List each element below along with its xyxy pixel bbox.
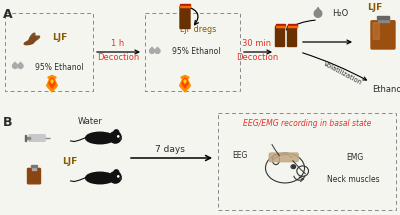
Polygon shape bbox=[150, 47, 154, 51]
Bar bbox=[288, 26, 296, 27]
Text: 1 h: 1 h bbox=[111, 40, 125, 49]
Text: EEG: EEG bbox=[232, 150, 248, 160]
Polygon shape bbox=[315, 8, 321, 13]
Polygon shape bbox=[182, 78, 188, 88]
Text: Ethanol: Ethanol bbox=[372, 86, 400, 95]
Bar bbox=[377, 16, 389, 18]
Text: 7 days: 7 days bbox=[155, 146, 185, 155]
Ellipse shape bbox=[24, 41, 34, 45]
Polygon shape bbox=[47, 75, 57, 92]
Circle shape bbox=[118, 136, 119, 137]
Ellipse shape bbox=[86, 132, 114, 144]
FancyBboxPatch shape bbox=[269, 153, 298, 162]
Bar bbox=[5, 13, 93, 91]
Text: LJF: LJF bbox=[52, 32, 67, 41]
Polygon shape bbox=[13, 62, 17, 66]
Text: LJF: LJF bbox=[62, 158, 78, 166]
Circle shape bbox=[110, 172, 121, 183]
Text: Neck muscles: Neck muscles bbox=[327, 175, 379, 184]
Polygon shape bbox=[18, 62, 23, 66]
Polygon shape bbox=[184, 80, 186, 83]
Text: H₂O: H₂O bbox=[332, 9, 348, 18]
Bar bbox=[378, 18, 388, 22]
Text: Decoction: Decoction bbox=[97, 52, 139, 61]
FancyBboxPatch shape bbox=[288, 26, 296, 46]
Text: Decoction: Decoction bbox=[236, 52, 278, 61]
Ellipse shape bbox=[29, 33, 35, 41]
Text: B: B bbox=[3, 116, 12, 129]
Text: 95% Ethanol: 95% Ethanol bbox=[35, 63, 84, 72]
Polygon shape bbox=[180, 75, 190, 92]
FancyBboxPatch shape bbox=[180, 6, 190, 29]
Ellipse shape bbox=[27, 36, 37, 44]
Circle shape bbox=[120, 178, 121, 180]
Bar bbox=[276, 24, 284, 27]
Bar bbox=[218, 113, 396, 210]
Circle shape bbox=[114, 130, 119, 135]
Circle shape bbox=[150, 49, 154, 54]
Text: Volatilization: Volatilization bbox=[323, 60, 363, 86]
Circle shape bbox=[12, 63, 18, 68]
FancyBboxPatch shape bbox=[29, 135, 45, 141]
Text: 30 min: 30 min bbox=[242, 40, 272, 49]
Text: LJF dregs: LJF dregs bbox=[180, 26, 216, 34]
Ellipse shape bbox=[25, 40, 35, 45]
Text: A: A bbox=[3, 8, 13, 21]
Text: Water: Water bbox=[78, 118, 102, 126]
Bar bbox=[180, 6, 190, 7]
Text: LJF: LJF bbox=[367, 3, 383, 12]
Ellipse shape bbox=[30, 36, 40, 42]
Bar bbox=[31, 165, 37, 167]
Circle shape bbox=[155, 49, 160, 54]
Ellipse shape bbox=[86, 172, 114, 184]
Circle shape bbox=[120, 138, 121, 140]
Bar bbox=[180, 4, 190, 7]
Polygon shape bbox=[51, 80, 53, 83]
Text: EEG/EMG recording in basal state: EEG/EMG recording in basal state bbox=[243, 120, 371, 129]
FancyBboxPatch shape bbox=[28, 168, 40, 184]
Circle shape bbox=[118, 176, 119, 177]
Bar bbox=[276, 26, 284, 27]
Circle shape bbox=[314, 10, 322, 17]
FancyBboxPatch shape bbox=[373, 23, 379, 39]
Bar bbox=[25, 135, 26, 141]
Circle shape bbox=[110, 132, 121, 143]
FancyBboxPatch shape bbox=[371, 21, 395, 49]
Text: 95% Ethanol: 95% Ethanol bbox=[172, 48, 220, 57]
Text: EMG: EMG bbox=[346, 152, 364, 161]
Bar bbox=[288, 24, 296, 27]
Bar bbox=[32, 166, 36, 170]
Polygon shape bbox=[156, 47, 160, 51]
Circle shape bbox=[292, 165, 295, 168]
FancyBboxPatch shape bbox=[276, 26, 284, 46]
Bar bbox=[145, 13, 240, 91]
Circle shape bbox=[18, 63, 23, 68]
Polygon shape bbox=[49, 78, 55, 88]
Bar bbox=[26, 137, 30, 139]
Circle shape bbox=[114, 170, 119, 175]
